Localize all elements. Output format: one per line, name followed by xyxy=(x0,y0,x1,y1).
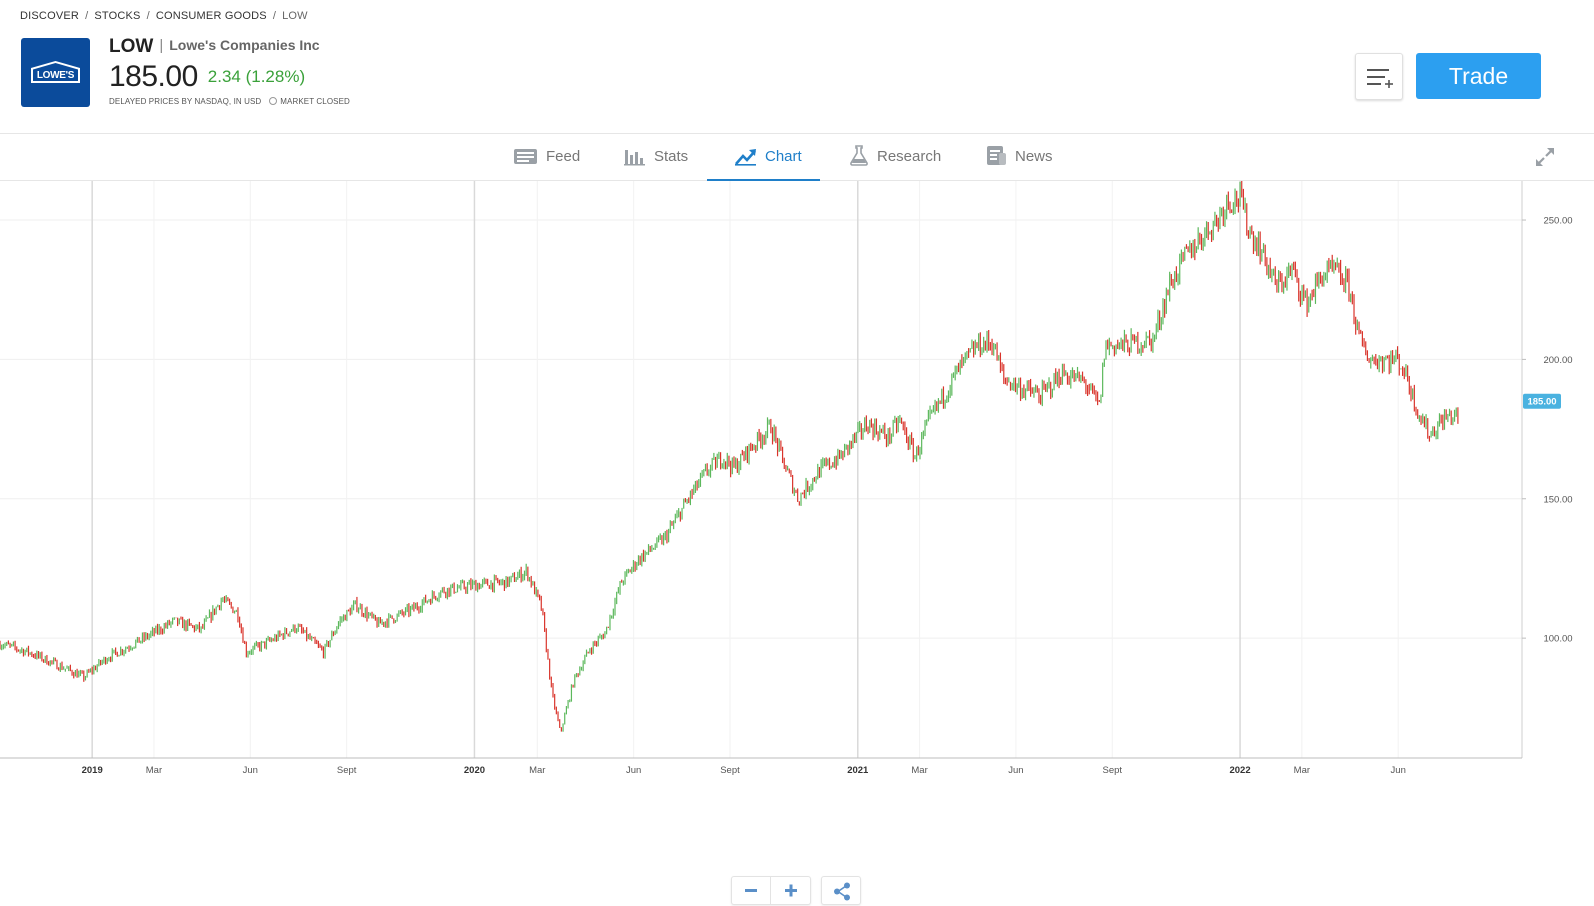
y-tick-label: 250.00 xyxy=(1543,216,1572,227)
chart-icon xyxy=(735,149,756,166)
x-tick-label: Mar xyxy=(529,765,545,776)
x-tick-label: Mar xyxy=(1294,765,1310,776)
news-icon xyxy=(987,146,1006,165)
x-tick-label: 2019 xyxy=(82,765,103,776)
flask-icon xyxy=(850,145,868,166)
minus-icon xyxy=(745,889,757,892)
zoom-in-button[interactable] xyxy=(772,877,811,904)
tab-stats[interactable]: Stats xyxy=(624,134,688,180)
company-name: Lowe's Companies Inc xyxy=(169,37,320,53)
y-tick-label: 150.00 xyxy=(1543,494,1572,505)
x-tick-label: 2021 xyxy=(847,765,869,776)
y-tick-label: 100.00 xyxy=(1543,634,1572,645)
x-tick-label: Sept xyxy=(1103,765,1123,776)
zoom-out-button[interactable] xyxy=(732,877,771,904)
chart-canvas[interactable]: 100.00 150.00 200.00 250.00 2019 Mar Jun Sept 20… xyxy=(0,181,1594,794)
chart-axes: 100.00 150.00 200.00 250.00 2019 Mar Jun Sept 20… xyxy=(0,181,1573,776)
tab-news-label: News xyxy=(1015,148,1053,165)
x-tick-label: 2022 xyxy=(1229,765,1250,776)
tab-news[interactable]: News xyxy=(986,134,1053,180)
instrument-tabs: Feed Stats Chart Research News xyxy=(0,133,1594,181)
instrument-title: LOW | Lowe's Companies Inc xyxy=(109,36,320,58)
current-price-label: 185.00 xyxy=(1527,397,1556,408)
x-tick-label: Jun xyxy=(1008,765,1023,776)
y-tick-label: 200.00 xyxy=(1543,355,1572,366)
tab-feed-label: Feed xyxy=(546,148,581,165)
breadcrumb-discover[interactable]: DISCOVER xyxy=(20,10,80,22)
tab-stats-label: Stats xyxy=(654,148,689,165)
breadcrumb-stocks[interactable]: STOCKS xyxy=(94,10,141,22)
svg-text:LOWE'S: LOWE'S xyxy=(37,70,75,81)
zoom-controls xyxy=(731,876,811,905)
breadcrumb: DISCOVER / STOCKS / CONSUMER GOODS / LOW xyxy=(20,10,308,22)
x-tick-label: Jun xyxy=(243,765,258,776)
price-change: 2.34 (1.28%) xyxy=(207,67,306,86)
last-price: 185.00 xyxy=(109,60,198,93)
stats-icon xyxy=(624,150,645,166)
lowes-logo-icon: LOWE'S xyxy=(31,61,80,83)
price-chart[interactable]: 100.00 150.00 200.00 250.00 2019 Mar Jun Sept 20… xyxy=(0,181,1594,905)
tab-research-label: Research xyxy=(877,148,942,165)
market-status: MARKET CLOSED xyxy=(280,97,350,106)
title-divider: | xyxy=(159,37,164,54)
company-logo: LOWE'S xyxy=(21,38,90,107)
x-tick-label: Mar xyxy=(146,765,162,776)
price-source: DELAYED PRICES BY NASDAQ, IN USD xyxy=(109,97,262,106)
x-tick-label: Jun xyxy=(1391,765,1406,776)
tab-chart-label: Chart xyxy=(765,148,802,165)
breadcrumb-consumer-goods[interactable]: CONSUMER GOODS xyxy=(155,10,267,22)
price-row: 185.00 2.34 (1.28%) xyxy=(109,60,305,94)
breadcrumb-separator: / xyxy=(272,10,277,22)
share-button[interactable] xyxy=(821,876,861,905)
current-price-badge xyxy=(1523,393,1561,409)
chart-grid xyxy=(0,181,1522,758)
add-to-watchlist-button[interactable] xyxy=(1355,53,1403,100)
x-tick-label: Sept xyxy=(337,765,357,776)
tab-research[interactable]: Research xyxy=(849,134,941,180)
breadcrumb-current: LOW xyxy=(282,10,308,22)
instrument-header: DISCOVER / STOCKS / CONSUMER GOODS / LOW LOWE'… xyxy=(0,0,1594,134)
price-meta: DELAYED PRICES BY NASDAQ, IN USD MARKET C… xyxy=(109,97,350,106)
trade-button[interactable]: Trade xyxy=(1416,53,1541,99)
breadcrumb-separator: / xyxy=(146,10,150,22)
ticker-symbol: LOW xyxy=(109,36,154,57)
plus-icon xyxy=(785,884,797,897)
add-to-list-icon xyxy=(1367,69,1393,88)
share-icon xyxy=(834,882,850,901)
tab-feed[interactable]: Feed xyxy=(513,134,580,180)
clock-icon xyxy=(269,97,278,105)
x-tick-label: Jun xyxy=(626,765,641,776)
chart-bars xyxy=(0,181,1459,732)
x-tick-label: 2020 xyxy=(464,765,485,776)
tab-chart[interactable]: Chart xyxy=(707,134,820,181)
expand-icon[interactable] xyxy=(1534,146,1556,168)
x-tick-label: Sept xyxy=(720,765,740,776)
breadcrumb-separator: / xyxy=(85,10,89,22)
feed-icon xyxy=(514,149,537,164)
x-tick-label: Mar xyxy=(911,765,927,776)
